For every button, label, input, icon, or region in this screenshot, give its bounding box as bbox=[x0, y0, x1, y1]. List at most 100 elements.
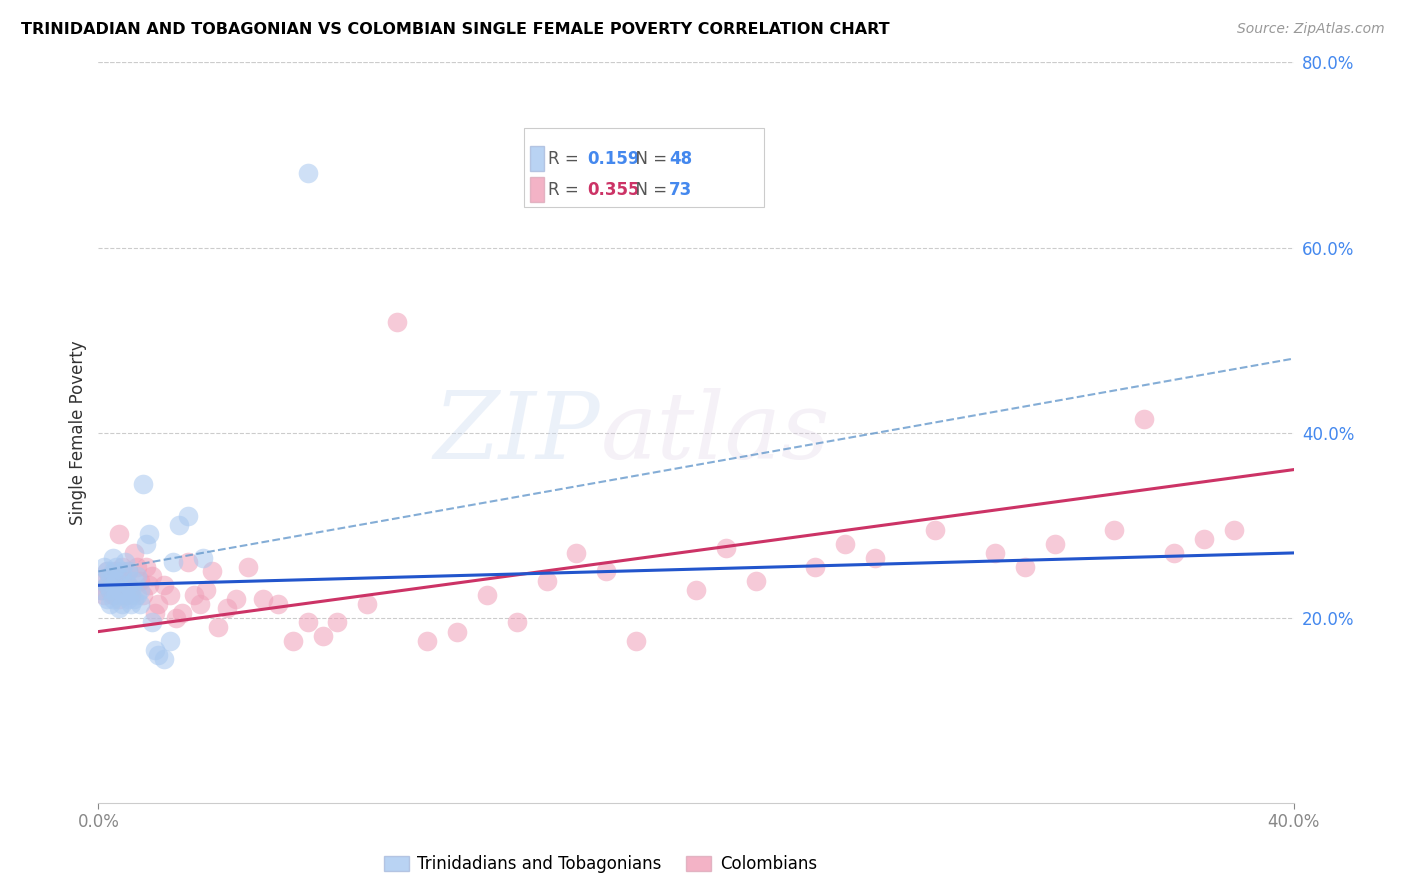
Text: R =: R = bbox=[548, 150, 583, 168]
Point bbox=[506, 615, 529, 630]
Text: 0.159: 0.159 bbox=[588, 150, 640, 168]
Point bbox=[98, 582, 122, 597]
Point bbox=[416, 633, 439, 648]
Point bbox=[804, 559, 827, 574]
Point bbox=[138, 527, 160, 541]
Point bbox=[114, 588, 136, 602]
Point bbox=[105, 559, 128, 574]
Point bbox=[714, 541, 737, 556]
Point bbox=[117, 578, 139, 592]
Point bbox=[127, 569, 149, 583]
Point bbox=[475, 588, 498, 602]
Point bbox=[385, 314, 409, 328]
Point bbox=[167, 518, 190, 533]
Point bbox=[177, 555, 200, 569]
Point bbox=[834, 536, 856, 550]
Point bbox=[103, 574, 125, 588]
Point bbox=[117, 578, 139, 592]
Point bbox=[1223, 523, 1246, 537]
Point bbox=[326, 615, 349, 630]
Point bbox=[127, 588, 149, 602]
Text: R =: R = bbox=[548, 180, 583, 199]
Point bbox=[96, 565, 118, 579]
Point bbox=[252, 592, 274, 607]
Point bbox=[626, 633, 648, 648]
Point bbox=[108, 527, 131, 541]
Point bbox=[1104, 523, 1126, 537]
Point bbox=[177, 508, 200, 523]
Point bbox=[565, 546, 588, 560]
Point bbox=[1014, 559, 1036, 574]
Point bbox=[183, 588, 205, 602]
Point bbox=[215, 601, 238, 615]
Point bbox=[90, 582, 112, 597]
Point bbox=[111, 597, 134, 611]
Point bbox=[124, 592, 146, 607]
Point bbox=[236, 559, 259, 574]
Point bbox=[195, 582, 218, 597]
Point bbox=[148, 597, 170, 611]
Point bbox=[143, 606, 166, 620]
Point bbox=[124, 574, 146, 588]
Point bbox=[108, 601, 131, 615]
Point bbox=[111, 582, 134, 597]
Point bbox=[105, 578, 128, 592]
Point bbox=[207, 620, 229, 634]
Point bbox=[124, 546, 146, 560]
Point bbox=[103, 550, 125, 565]
Point bbox=[108, 569, 131, 583]
Point bbox=[111, 559, 134, 574]
Point bbox=[159, 588, 181, 602]
Point bbox=[1043, 536, 1066, 550]
Point bbox=[103, 592, 125, 607]
Point bbox=[129, 597, 152, 611]
Point bbox=[93, 559, 115, 574]
Point bbox=[267, 597, 290, 611]
Point bbox=[225, 592, 247, 607]
Point bbox=[143, 643, 166, 657]
Point bbox=[103, 578, 125, 592]
Point bbox=[98, 569, 122, 583]
Point bbox=[90, 582, 112, 597]
Point bbox=[446, 624, 468, 639]
Point bbox=[114, 574, 136, 588]
Point bbox=[108, 582, 131, 597]
Point bbox=[172, 606, 194, 620]
Point bbox=[129, 574, 152, 588]
Point bbox=[356, 597, 378, 611]
Point bbox=[98, 597, 122, 611]
Point bbox=[536, 574, 558, 588]
Point bbox=[153, 652, 176, 666]
Point bbox=[1192, 532, 1215, 546]
Text: N =: N = bbox=[626, 180, 672, 199]
Point bbox=[105, 565, 128, 579]
Point bbox=[111, 565, 134, 579]
Legend: Trinidadians and Tobagonians, Colombians: Trinidadians and Tobagonians, Colombians bbox=[377, 848, 824, 880]
Point bbox=[132, 476, 155, 491]
Point bbox=[111, 574, 134, 588]
Point bbox=[103, 565, 125, 579]
Point bbox=[191, 550, 214, 565]
Point bbox=[120, 582, 142, 597]
Point bbox=[93, 574, 115, 588]
Point bbox=[865, 550, 887, 565]
Point bbox=[117, 592, 139, 607]
Point bbox=[685, 582, 707, 597]
Point bbox=[141, 615, 163, 630]
Point bbox=[153, 578, 176, 592]
Point bbox=[1133, 411, 1156, 425]
Text: TRINIDADIAN AND TOBAGONIAN VS COLOMBIAN SINGLE FEMALE POVERTY CORRELATION CHART: TRINIDADIAN AND TOBAGONIAN VS COLOMBIAN … bbox=[21, 22, 890, 37]
Point bbox=[96, 578, 118, 592]
Point bbox=[159, 633, 181, 648]
Point bbox=[984, 546, 1007, 560]
Point bbox=[103, 588, 125, 602]
Point bbox=[201, 565, 224, 579]
Point bbox=[114, 555, 136, 569]
Text: atlas: atlas bbox=[600, 388, 830, 477]
Text: 0.355: 0.355 bbox=[588, 180, 640, 199]
Point bbox=[93, 588, 115, 602]
Text: N =: N = bbox=[626, 150, 672, 168]
Point bbox=[127, 559, 149, 574]
Point bbox=[105, 574, 128, 588]
Point bbox=[108, 592, 131, 607]
